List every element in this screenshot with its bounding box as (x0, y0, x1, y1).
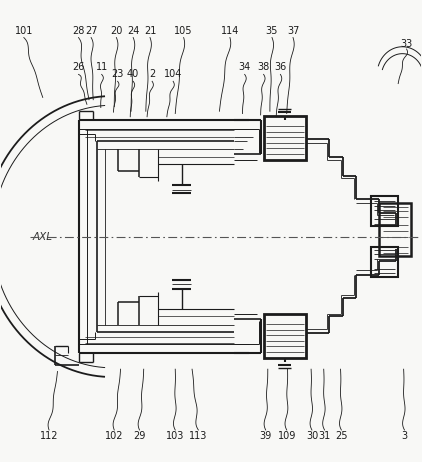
Text: 36: 36 (274, 62, 287, 73)
Bar (264, 314, 306, 358)
Text: 112: 112 (40, 431, 58, 441)
Text: 31: 31 (319, 431, 331, 441)
Text: 35: 35 (266, 25, 278, 36)
Bar (371, 196, 398, 226)
Text: 104: 104 (164, 69, 182, 79)
Text: 29: 29 (133, 431, 146, 441)
Text: 105: 105 (174, 25, 193, 36)
Text: 11: 11 (95, 62, 108, 73)
Text: 30: 30 (306, 431, 318, 441)
Text: 40: 40 (127, 69, 139, 79)
Text: 27: 27 (85, 25, 97, 36)
Text: 28: 28 (72, 25, 85, 36)
Text: 33: 33 (400, 39, 413, 49)
Text: 37: 37 (287, 25, 299, 36)
Text: 34: 34 (238, 62, 251, 73)
Text: 39: 39 (260, 431, 272, 441)
Text: 114: 114 (221, 25, 239, 36)
Bar (264, 116, 306, 159)
Text: 3: 3 (401, 431, 408, 441)
Text: 103: 103 (166, 431, 184, 441)
Text: 113: 113 (189, 431, 208, 441)
Text: 20: 20 (110, 25, 122, 36)
Text: 24: 24 (127, 25, 139, 36)
Text: 2: 2 (149, 69, 155, 79)
Text: 109: 109 (278, 431, 296, 441)
Text: 102: 102 (105, 431, 124, 441)
Text: 101: 101 (15, 25, 33, 36)
Text: 23: 23 (111, 69, 124, 79)
Text: 38: 38 (257, 62, 270, 73)
Text: 26: 26 (72, 62, 85, 73)
Text: AXL: AXL (32, 231, 52, 242)
Text: 21: 21 (144, 25, 156, 36)
Bar (379, 203, 411, 256)
Bar (371, 247, 398, 277)
Text: 25: 25 (335, 431, 348, 441)
